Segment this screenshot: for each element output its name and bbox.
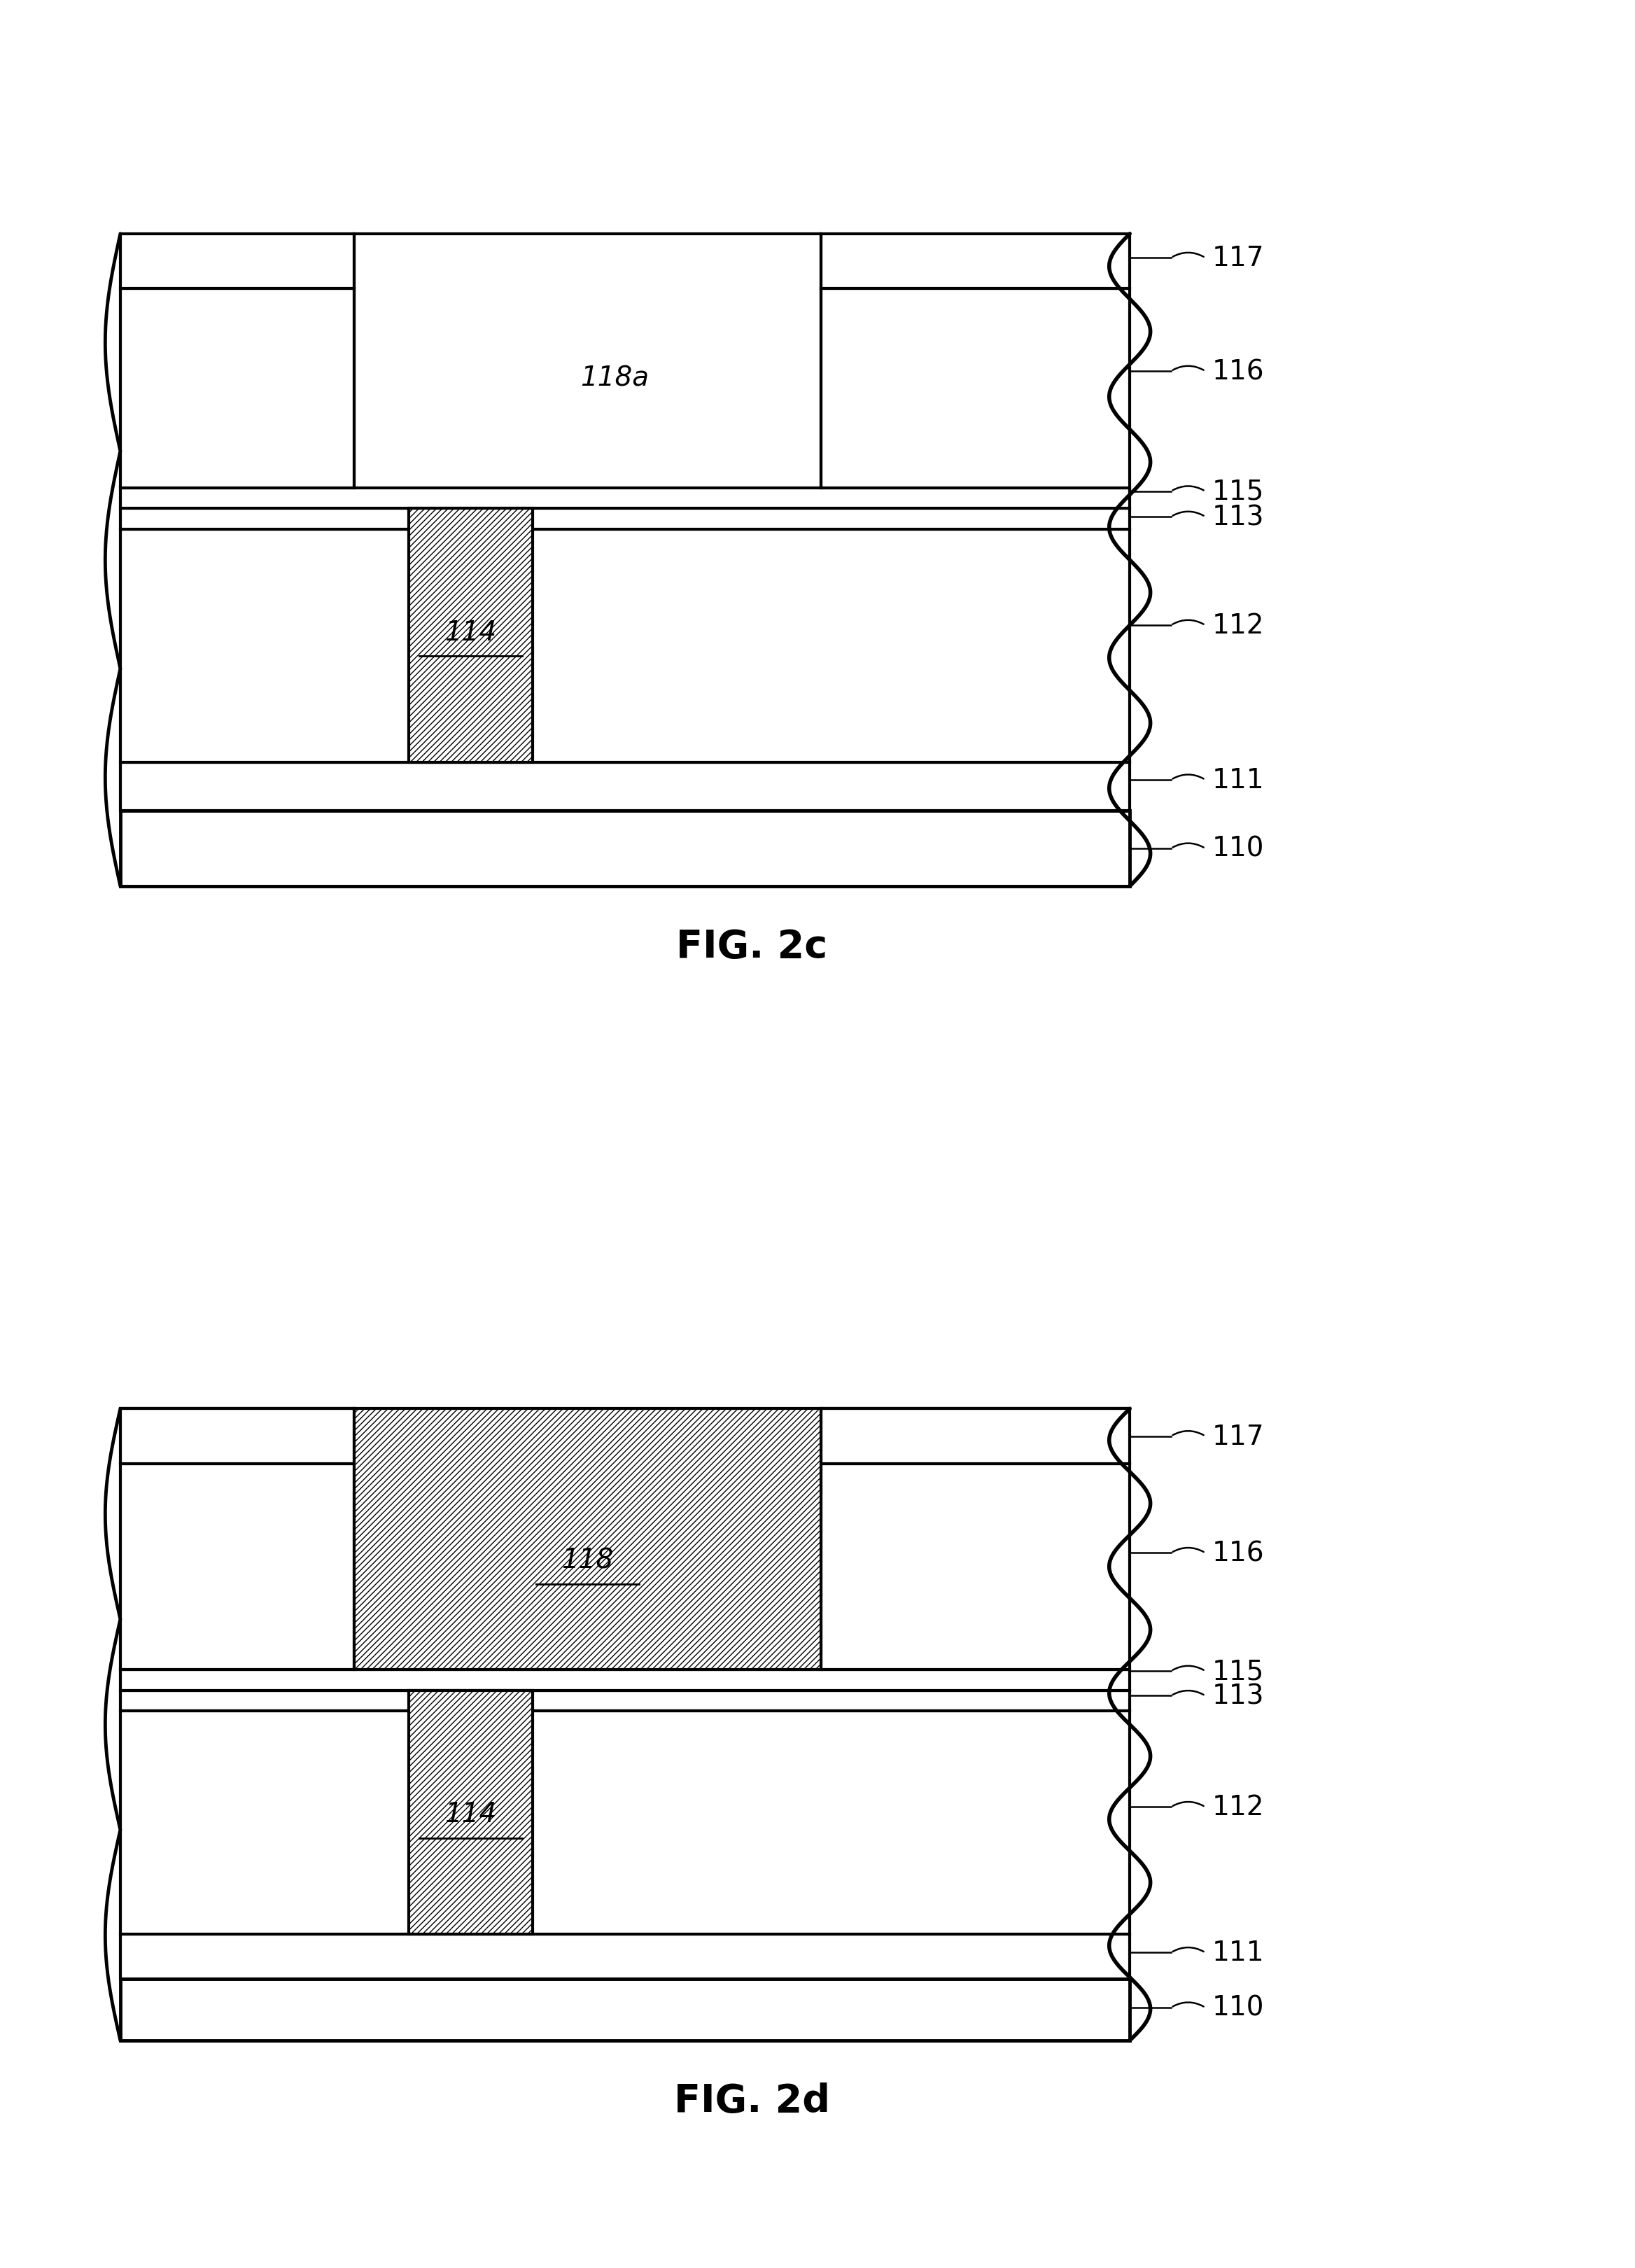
- Text: 110: 110: [1212, 1994, 1264, 2021]
- Text: 113: 113: [1212, 503, 1264, 531]
- Bar: [409, 508, 533, 762]
- Text: 118a: 118a: [580, 365, 649, 392]
- Bar: [353, 1408, 821, 1669]
- Bar: [121, 1408, 353, 1463]
- Bar: [821, 1463, 1130, 1669]
- Text: 116: 116: [1212, 1540, 1264, 1567]
- Bar: [121, 234, 353, 290]
- Text: FIG. 2d: FIG. 2d: [674, 2082, 831, 2121]
- Bar: [121, 290, 353, 488]
- Text: 116: 116: [1212, 358, 1264, 386]
- Bar: [121, 1978, 1130, 2041]
- Text: 113: 113: [1212, 1683, 1264, 1710]
- Bar: [821, 234, 1130, 290]
- Text: 115: 115: [1212, 1658, 1264, 1685]
- Text: 118: 118: [561, 1547, 613, 1574]
- Bar: [121, 762, 1130, 812]
- Bar: [821, 290, 1130, 488]
- Bar: [121, 1690, 1130, 1710]
- Text: FIG. 2c: FIG. 2c: [677, 928, 827, 966]
- Bar: [121, 1463, 353, 1669]
- Text: 117: 117: [1212, 1422, 1264, 1449]
- Text: 111: 111: [1212, 767, 1264, 794]
- Bar: [121, 508, 1130, 528]
- Bar: [121, 1935, 1130, 1978]
- Bar: [821, 1408, 1130, 1463]
- Text: 114: 114: [445, 619, 497, 646]
- Text: 111: 111: [1212, 1939, 1264, 1966]
- Text: 117: 117: [1212, 245, 1264, 272]
- Text: 114: 114: [445, 1801, 497, 1828]
- Bar: [121, 1710, 1130, 1935]
- Bar: [121, 1669, 1130, 1690]
- Text: 115: 115: [1212, 479, 1264, 506]
- Text: 112: 112: [1212, 612, 1264, 640]
- Bar: [121, 528, 1130, 762]
- Bar: [121, 812, 1130, 887]
- Bar: [121, 488, 1130, 508]
- Text: 110: 110: [1212, 835, 1264, 862]
- Text: 112: 112: [1212, 1794, 1264, 1821]
- Bar: [409, 1690, 533, 1935]
